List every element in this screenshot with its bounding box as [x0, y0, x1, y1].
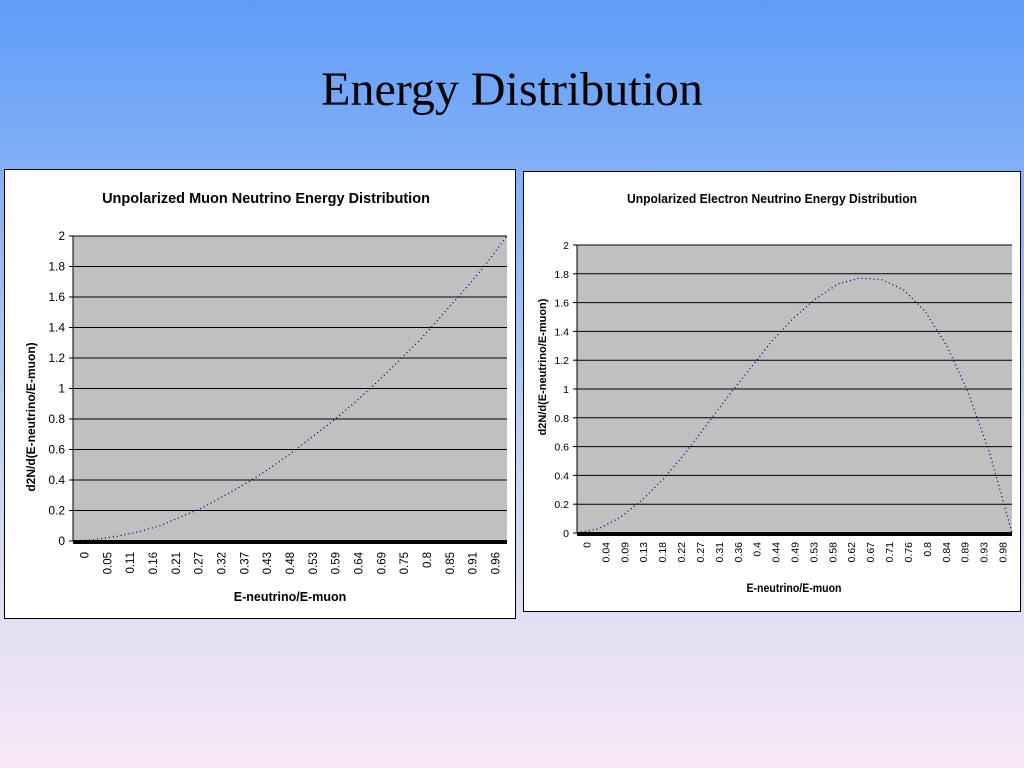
y-tick-label: 1.4 [48, 321, 65, 335]
x-tick-label: 0.85 [445, 552, 457, 574]
y-tick-label: 1.2 [48, 351, 65, 365]
x-tick-label: 0.62 [846, 542, 858, 563]
muon-neutrino-chart-svg: Unpolarized Muon Neutrino Energy Distrib… [24, 191, 508, 604]
y-tick-label: 1.6 [554, 298, 569, 310]
x-tick-label: 0.21 [171, 552, 183, 574]
x-tick-label: 0.27 [695, 542, 707, 563]
y-tick-label: 0.8 [554, 413, 569, 425]
x-tick-label: 0.31 [714, 542, 726, 563]
x-tick-label: 0.93 [979, 542, 991, 563]
x-tick-label: 0.22 [676, 542, 688, 563]
y-tick-label: 1 [58, 382, 65, 396]
y-tick-label: 1.4 [554, 326, 569, 338]
x-axis-label: E-neutrino/E-muon [234, 590, 347, 604]
y-axis-label: d2N/d(E-neutrino/E-muon) [24, 342, 38, 491]
electron-neutrino-chart: Unpolarized Electron Neutrino Energy Dis… [523, 171, 1021, 612]
y-tick-label: 0.2 [48, 504, 65, 518]
x-tick-label: 0.09 [619, 542, 631, 563]
x-tick-label: 0.18 [657, 542, 669, 563]
y-tick-label: 2 [563, 240, 569, 252]
muon-neutrino-chart: Unpolarized Muon Neutrino Energy Distrib… [4, 169, 516, 619]
x-tick-label: 0.13 [638, 542, 650, 563]
y-tick-label: 0 [563, 528, 569, 540]
x-tick-label: 0.44 [771, 542, 783, 563]
x-tick-label: 0.36 [733, 542, 745, 563]
x-tick-label: 0.04 [600, 542, 612, 563]
chart-title: Unpolarized Muon Neutrino Energy Distrib… [102, 191, 430, 207]
x-tick-label: 0.53 [308, 552, 320, 574]
series-line [576, 277, 1013, 534]
y-tick-label: 0.8 [48, 412, 65, 426]
x-tick-label: 0.8 [422, 552, 434, 568]
x-tick-label: 0.64 [354, 551, 366, 574]
x-tick-label: 0.4 [752, 542, 764, 557]
y-tick-label: 2 [58, 229, 65, 243]
x-tick-label: 0.48 [285, 552, 297, 574]
x-axis-label: E-neutrino/E-muon [747, 583, 842, 595]
x-tick-label: 0 [79, 552, 91, 558]
x-tick-label: 0.71 [884, 542, 896, 563]
x-tick-label: 0 [581, 542, 593, 548]
y-axis-label: d2N/d(E-neutrino/E-muon) [537, 298, 549, 435]
x-tick-label: 0.37 [239, 552, 251, 574]
y-tick-label: 0.2 [554, 499, 569, 511]
x-tick-label: 0.69 [376, 552, 388, 574]
x-tick-label: 0.89 [960, 542, 972, 563]
x-tick-label: 0.49 [790, 542, 802, 563]
y-tick-label: 0.6 [48, 443, 65, 457]
y-tick-label: 0.4 [48, 473, 65, 487]
x-tick-label: 0.98 [998, 542, 1010, 563]
x-tick-label: 0.91 [468, 552, 480, 574]
x-axis [73, 540, 507, 544]
x-tick-label: 0.96 [491, 552, 503, 574]
y-tick-label: 0 [58, 534, 65, 548]
y-tick-label: 1.2 [554, 355, 569, 367]
x-axis [577, 532, 1012, 536]
chart-title: Unpolarized Electron Neutrino Energy Dis… [627, 191, 917, 206]
x-tick-label: 0.8 [922, 542, 934, 557]
electron-neutrino-chart-svg: Unpolarized Electron Neutrino Energy Dis… [537, 191, 1013, 595]
x-tick-label: 0.43 [262, 552, 274, 574]
x-tick-label: 0.76 [903, 542, 915, 563]
y-tick-label: 1.8 [554, 269, 569, 281]
x-tick-label: 0.32 [216, 552, 228, 574]
x-tick-label: 0.27 [194, 552, 206, 574]
y-tick-label: 0.6 [554, 442, 569, 454]
x-tick-label: 0.16 [148, 552, 160, 574]
y-tick-label: 1.8 [48, 260, 65, 274]
series-line [72, 235, 508, 542]
x-tick-label: 0.58 [827, 542, 839, 563]
x-tick-label: 0.11 [125, 552, 137, 574]
x-tick-label: 0.59 [331, 552, 343, 574]
x-tick-label: 0.67 [865, 542, 877, 563]
y-tick-label: 1.6 [48, 290, 65, 304]
y-tick-label: 0.4 [554, 470, 569, 482]
x-tick-label: 0.75 [399, 552, 411, 574]
x-tick-label: 0.53 [808, 542, 820, 563]
x-tick-label: 0.84 [941, 542, 953, 563]
slide-title: Energy Distribution [321, 63, 703, 116]
y-tick-label: 1 [563, 384, 569, 396]
x-tick-label: 0.05 [102, 552, 114, 574]
